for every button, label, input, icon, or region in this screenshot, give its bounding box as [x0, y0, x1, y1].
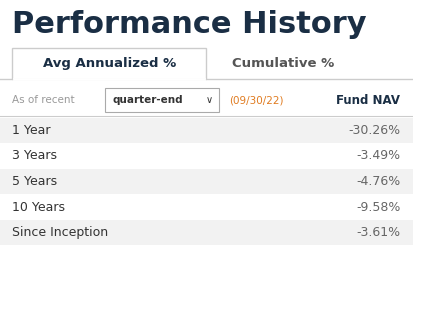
Text: 5 Years: 5 Years: [12, 175, 57, 188]
FancyBboxPatch shape: [0, 118, 413, 143]
FancyBboxPatch shape: [0, 144, 413, 168]
Text: -3.49%: -3.49%: [356, 150, 400, 162]
Text: -4.76%: -4.76%: [356, 175, 400, 188]
Text: As of recent: As of recent: [12, 95, 75, 105]
Text: 1 Year: 1 Year: [12, 124, 51, 137]
Text: quarter-end: quarter-end: [113, 95, 183, 105]
Text: (09/30/22): (09/30/22): [229, 95, 283, 105]
FancyBboxPatch shape: [0, 169, 413, 194]
FancyBboxPatch shape: [0, 220, 413, 245]
Text: -3.61%: -3.61%: [356, 226, 400, 239]
Text: 3 Years: 3 Years: [12, 150, 57, 162]
FancyBboxPatch shape: [0, 195, 413, 219]
Text: Fund NAV: Fund NAV: [336, 93, 400, 107]
Text: Since Inception: Since Inception: [12, 226, 109, 239]
Text: Cumulative %: Cumulative %: [232, 57, 334, 70]
Text: -30.26%: -30.26%: [348, 124, 400, 137]
Text: -9.58%: -9.58%: [356, 201, 400, 214]
Text: 10 Years: 10 Years: [12, 201, 65, 214]
FancyBboxPatch shape: [105, 88, 219, 112]
Text: Performance History: Performance History: [12, 10, 367, 39]
FancyBboxPatch shape: [12, 48, 206, 79]
Text: Avg Annualized %: Avg Annualized %: [43, 57, 176, 70]
Text: ∨: ∨: [205, 95, 212, 105]
